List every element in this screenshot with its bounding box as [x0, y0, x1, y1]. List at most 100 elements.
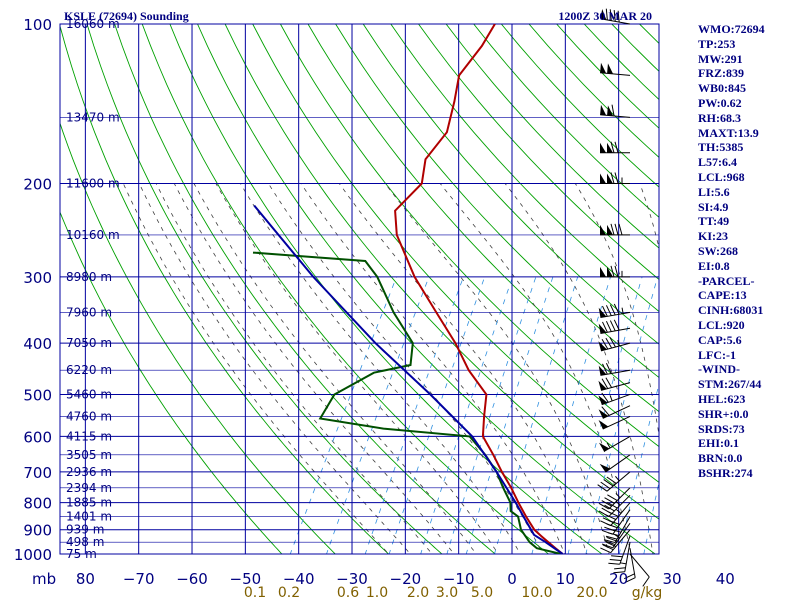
thermo-grid [60, 24, 800, 565]
barb-pennant [600, 266, 606, 277]
dry-adiabat [60, 121, 336, 554]
sounding-index: -WIND- [698, 362, 740, 377]
temperature-tick-label: −20 [390, 570, 422, 588]
wind-barb [600, 529, 631, 554]
dry-adiabat [224, 24, 659, 520]
barb-staff [608, 494, 631, 517]
barb-flag [602, 321, 608, 333]
moist-adiabat [193, 183, 477, 554]
barb-staff [602, 405, 631, 419]
sounding-index: TT:49 [698, 214, 730, 229]
barb-flag [601, 543, 613, 549]
barb-pennant [598, 420, 609, 430]
temperature-tick-label: −60 [176, 570, 208, 588]
moist-adiabat [639, 183, 659, 250]
barb-flag [606, 476, 617, 484]
moist-adiabat [240, 183, 521, 554]
barb-half-flag [620, 562, 627, 565]
barb-flag [598, 510, 610, 517]
sounding-index: STM:267/44 [698, 377, 762, 392]
sounding-index: SW:268 [698, 243, 739, 258]
dry-adiabat [86, 24, 443, 554]
station-title: KSLE (72694) Sounding [64, 9, 189, 23]
temperature-tick-label: 40 [716, 570, 735, 588]
barb-flag [605, 535, 618, 540]
sounding-index: LFC:-1 [698, 347, 736, 362]
barb-flag [604, 526, 616, 532]
barb-flag [613, 9, 616, 22]
barb-flag [605, 321, 612, 332]
barb-flag [608, 562, 620, 565]
barb-pennant [600, 173, 606, 184]
dry-adiabat [418, 24, 659, 281]
barb-flag [614, 141, 619, 153]
height-label: 7050 m [66, 336, 112, 350]
barb-pennant [607, 105, 614, 116]
barb-pennant [598, 341, 607, 351]
barb-pennant [607, 173, 613, 184]
barb-flag [610, 265, 615, 278]
wind-barb [600, 62, 631, 76]
barb-flag [603, 479, 614, 487]
barb-flag [609, 9, 612, 21]
barb-flag [604, 497, 615, 504]
temperature-tick-label: 30 [662, 570, 681, 588]
dry-adiabat [280, 24, 659, 448]
parcel-trace [253, 204, 564, 554]
pressure-temperature-grid [59, 23, 660, 555]
barb-flag [613, 319, 620, 331]
barb-flag [601, 500, 612, 507]
height-label: 4115 m [66, 429, 112, 443]
temperature-tick-label: 0 [507, 570, 517, 588]
sounding-index: SRDS:73 [698, 421, 745, 436]
moist-adiabat [300, 183, 566, 554]
barb-pennant [599, 463, 611, 473]
barb-half-flag [606, 442, 611, 449]
height-label: 10160 m [66, 228, 120, 242]
dry-adiabat [307, 24, 659, 413]
barb-flag [614, 265, 619, 278]
temperature-tick-label: 20 [609, 570, 628, 588]
sounding-index: TP:253 [698, 36, 736, 51]
sounding-index: MAXT:13.9 [698, 125, 759, 140]
pressure-label: 700 [23, 464, 52, 482]
barb-flag [609, 320, 616, 332]
barb-pennant [600, 142, 606, 153]
sounding-index: TH:5385 [698, 140, 744, 155]
barb-flag [602, 363, 608, 375]
barb-pennant [600, 62, 607, 74]
barb-flag [598, 502, 610, 510]
barb-flag [613, 303, 620, 315]
dry-adiabat [390, 24, 659, 313]
barb-staff [624, 542, 631, 572]
barb-staff [606, 471, 631, 492]
barb-pennant [600, 8, 607, 20]
mixing-ratio-label: 20.0 [576, 585, 607, 600]
wind-barb [598, 336, 631, 352]
mixing-ratio-line [364, 276, 464, 554]
wind-barb [600, 502, 631, 527]
profiles [252, 24, 564, 554]
moist-adiabat [155, 183, 433, 554]
wind-barb [623, 548, 636, 584]
barb-half-flag [621, 307, 624, 314]
dry-adiabat [778, 24, 800, 565]
temperature-profile [394, 24, 564, 554]
pressure-label: 900 [23, 522, 52, 540]
pressure-label: 400 [23, 335, 52, 353]
dry-adiabat [114, 24, 496, 554]
mixing-ratio-line [494, 276, 579, 554]
dry-adiabat [60, 211, 283, 554]
sounding-index: MW:291 [698, 51, 743, 66]
barb-flag [614, 567, 626, 570]
mixing-ratio-label: 0.6 [337, 585, 359, 600]
wind-barb [598, 392, 631, 406]
barb-staff [600, 114, 631, 118]
sounding-index: EHI:0.1 [698, 436, 740, 451]
barb-flag [602, 544, 614, 551]
height-label: 13470 m [66, 110, 120, 124]
height-label: 2394 m [66, 481, 112, 495]
sounding-index: BRN:0.0 [698, 451, 743, 466]
wind-barb [600, 172, 630, 185]
